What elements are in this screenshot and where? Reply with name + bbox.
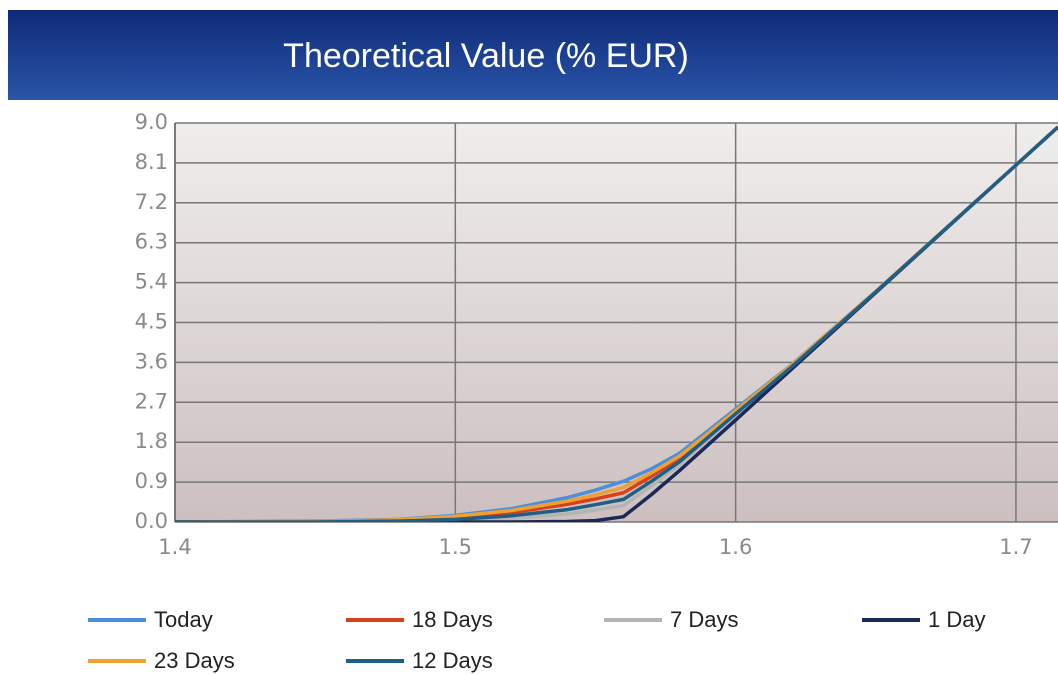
x-tick-label: 1.5 (439, 535, 472, 559)
legend-label: 12 Days (412, 648, 493, 673)
legend-label: 23 Days (154, 648, 235, 673)
x-tick-label: 1.6 (719, 535, 752, 559)
chart-title: Theoretical Value (% EUR) (283, 37, 689, 75)
y-tick-label: 5.4 (135, 270, 168, 294)
legend-label: Today (154, 607, 213, 632)
y-tick-label: 3.6 (135, 349, 168, 373)
x-tick-label: 1.4 (158, 535, 191, 559)
y-tick-label: 1.8 (135, 429, 168, 453)
y-tick-label: 0.9 (135, 469, 168, 493)
legend-label: 7 Days (670, 607, 738, 632)
lines (175, 125, 1058, 522)
title-bar (8, 10, 1058, 100)
y-tick-label: 6.3 (135, 230, 168, 254)
grid (174, 122, 1058, 523)
y-tick-label: 2.7 (135, 389, 168, 413)
y-tick-label: 4.5 (135, 310, 168, 334)
y-tick-label: 9.0 (135, 110, 168, 134)
y-tick-label: 0.0 (135, 509, 168, 533)
y-tick-label: 8.1 (135, 150, 168, 174)
legend-label: 1 Day (928, 607, 985, 632)
y-tick-label: 7.2 (135, 190, 168, 214)
legend-label: 18 Days (412, 607, 493, 632)
x-tick-label: 1.7 (999, 535, 1032, 559)
series-line (175, 125, 1058, 522)
